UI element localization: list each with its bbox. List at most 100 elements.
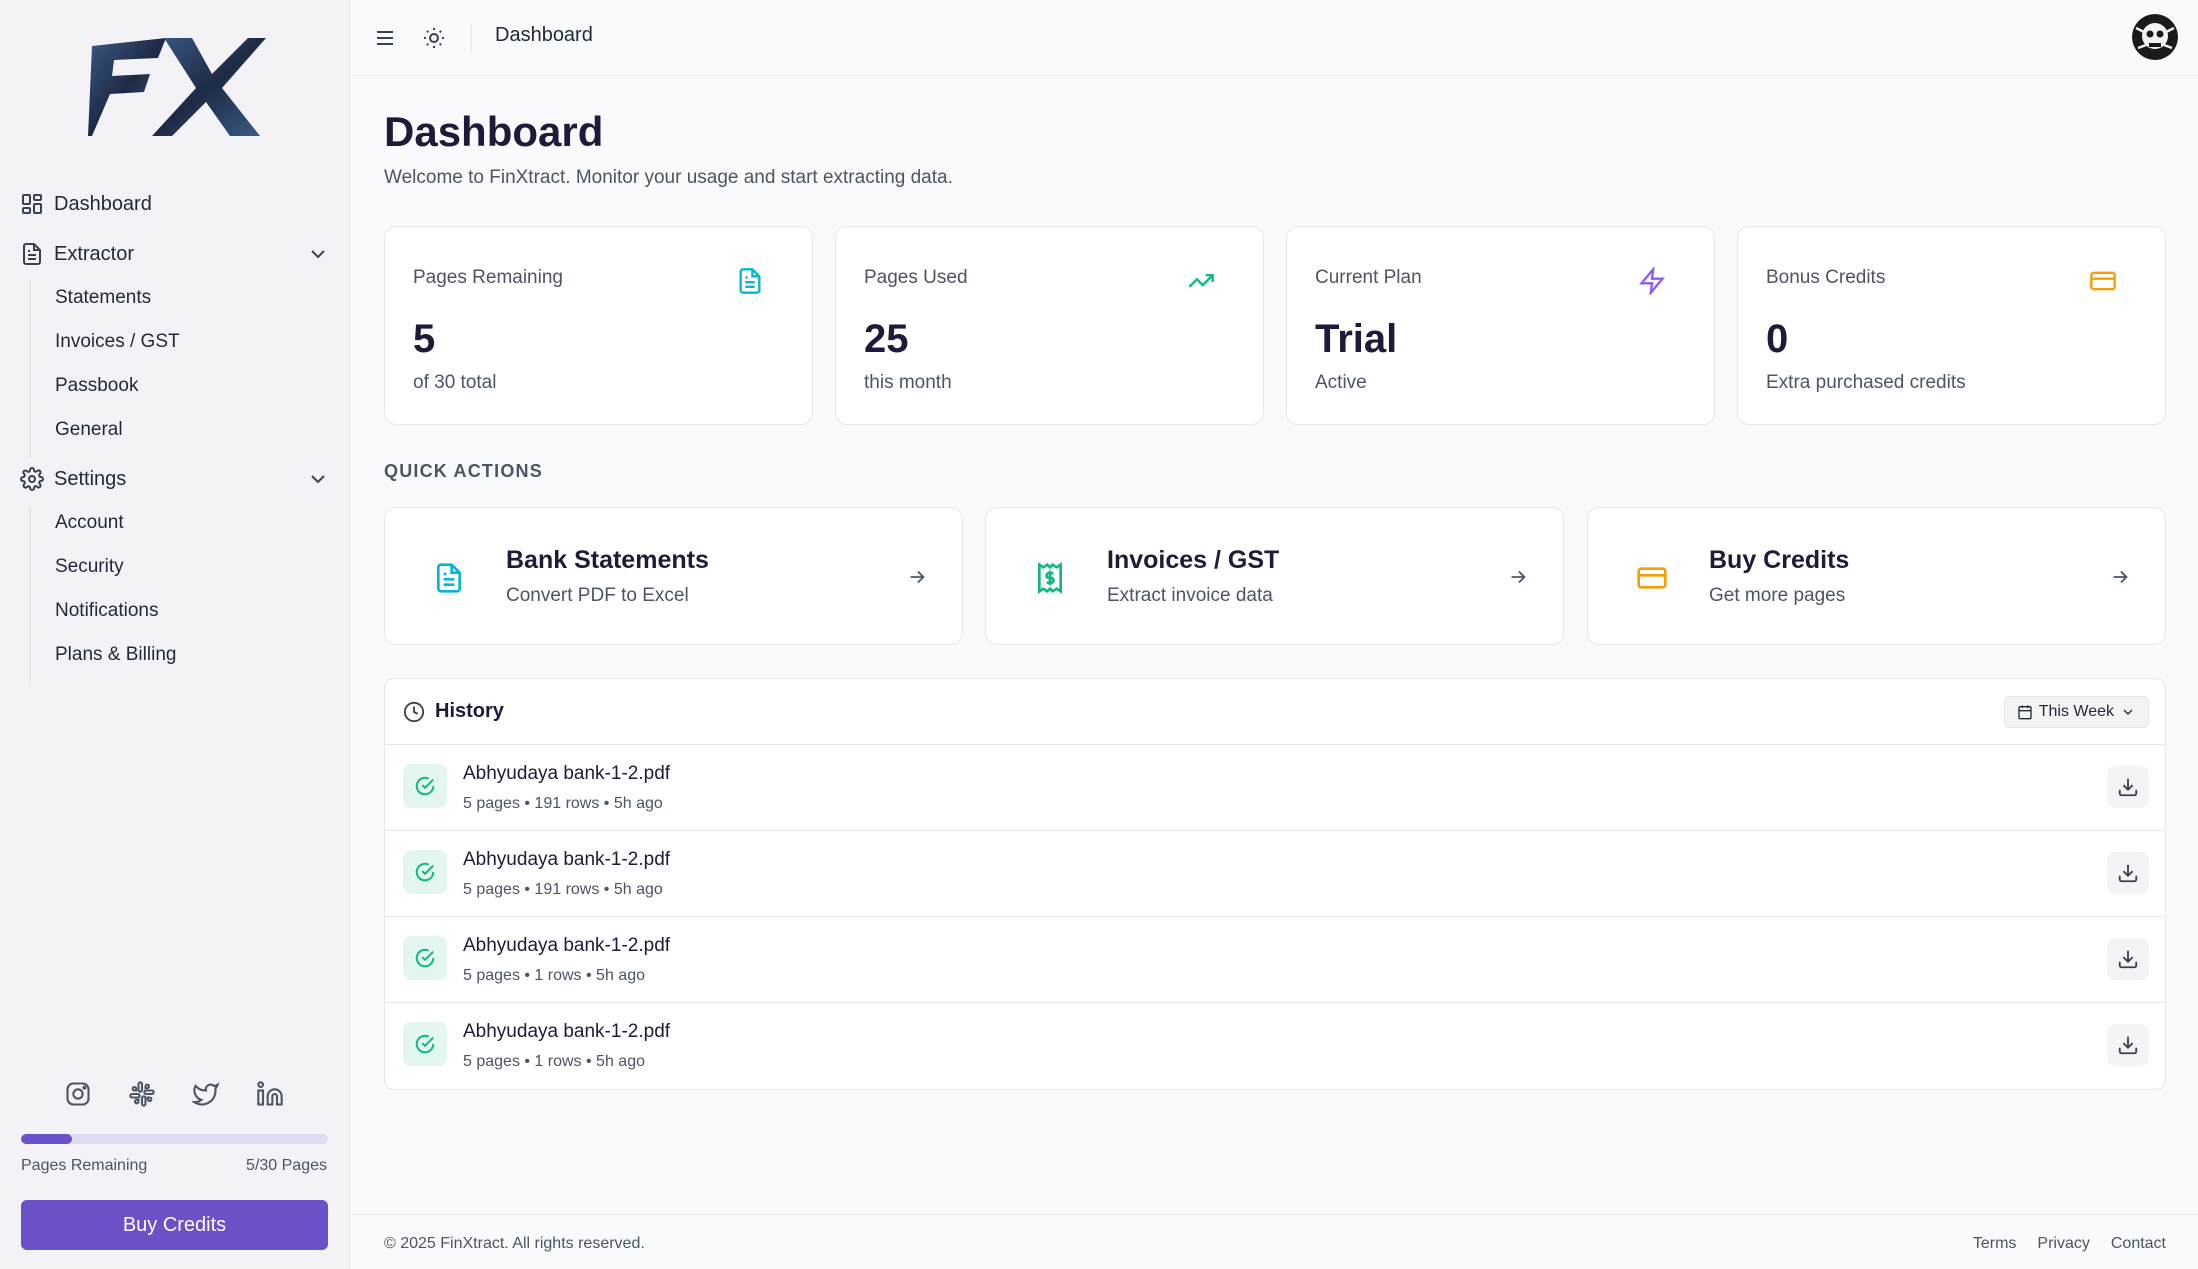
stat-value: Trial [1315, 317, 1398, 361]
stat-note: of 30 total [413, 372, 497, 393]
credit-card-icon [2089, 267, 2117, 295]
quick-action-buy-credits[interactable]: Buy Credits Get more pages [1587, 507, 2166, 645]
sidebar-item-account[interactable]: Account [55, 512, 124, 533]
sidebar-item-settings[interactable]: Settings [20, 463, 330, 495]
download-button[interactable] [2107, 1024, 2149, 1066]
history-title: History [435, 700, 504, 722]
menu-icon[interactable] [373, 26, 397, 50]
stat-label: Current Plan [1315, 267, 1422, 288]
sun-icon[interactable] [422, 26, 446, 50]
stat-value: 5 [413, 317, 436, 361]
lightning-icon [1638, 267, 1666, 295]
buy-credits-button[interactable]: Buy Credits [21, 1200, 328, 1250]
stat-card-current-plan: Current Plan Trial Active [1286, 226, 1715, 425]
sidebar-item-statements[interactable]: Statements [55, 287, 152, 308]
sidebar-item-invoices-gst[interactable]: Invoices / GST [55, 331, 180, 352]
stat-card-pages-remaining: Pages Remaining 5 of 30 total [384, 226, 813, 425]
usage-label: Pages Remaining [21, 1157, 148, 1174]
sidebar-item-notifications[interactable]: Notifications [55, 600, 159, 621]
quick-action-bank-statements[interactable]: Bank Statements Convert PDF to Excel [384, 507, 963, 645]
page-subtitle: Welcome to FinXtract. Monitor your usage… [384, 167, 953, 188]
date-filter-dropdown[interactable]: This Week [2003, 696, 2149, 728]
arrow-right-icon [2109, 566, 2131, 588]
sidebar-item-passbook[interactable]: Passbook [55, 375, 139, 396]
quick-action-title: Buy Credits [1709, 546, 1850, 574]
history-row[interactable]: Abhyudaya bank-1-2.pdf 5 pages • 191 row… [385, 831, 2165, 917]
progress-fill [21, 1134, 73, 1144]
file-text-icon [20, 242, 44, 266]
download-icon [2118, 1036, 2138, 1055]
topbar: Dashboard [351, 0, 2198, 76]
clock-icon [403, 701, 425, 723]
file-meta: 5 pages • 1 rows • 5h ago [463, 1053, 645, 1070]
calendar-icon [2017, 704, 2033, 720]
privacy-link[interactable]: Privacy [2037, 1235, 2090, 1252]
submenu-line [29, 505, 31, 683]
file-meta: 5 pages • 191 rows • 5h ago [463, 795, 663, 812]
sidebar-item-extractor[interactable]: Extractor [20, 238, 330, 270]
history-row[interactable]: Abhyudaya bank-1-2.pdf 5 pages • 191 row… [385, 745, 2165, 831]
twitter-icon[interactable] [192, 1080, 220, 1108]
history-row[interactable]: Abhyudaya bank-1-2.pdf 5 pages • 1 rows … [385, 1003, 2165, 1089]
chevron-down-icon[interactable] [306, 242, 330, 266]
stat-note: this month [864, 372, 952, 393]
quick-action-subtitle: Get more pages [1709, 585, 1846, 606]
quick-action-title: Bank Statements [506, 546, 709, 574]
stat-note: Extra purchased credits [1766, 372, 1966, 393]
terms-link[interactable]: Terms [1972, 1235, 2017, 1252]
date-filter-label: This Week [2038, 703, 2114, 720]
footer-links: Terms Privacy Contact [1973, 1235, 2166, 1253]
stat-value: 25 [864, 317, 909, 361]
file-name: Abhyudaya bank-1-2.pdf [463, 935, 671, 956]
document-icon [736, 267, 764, 295]
social-links [64, 1080, 284, 1108]
quick-action-subtitle: Convert PDF to Excel [506, 585, 689, 606]
file-name: Abhyudaya bank-1-2.pdf [463, 849, 671, 870]
history-row[interactable]: Abhyudaya bank-1-2.pdf 5 pages • 1 rows … [385, 917, 2165, 1003]
divider [471, 24, 472, 52]
download-button[interactable] [2107, 766, 2149, 808]
download-icon [2118, 778, 2138, 797]
document-icon [433, 562, 465, 594]
copyright: © 2025 FinXtract. All rights reserved. [384, 1235, 645, 1252]
download-button[interactable] [2107, 852, 2149, 894]
download-icon [2118, 950, 2138, 969]
contact-link[interactable]: Contact [2110, 1235, 2166, 1252]
trending-up-icon [1187, 267, 1215, 295]
check-circle-icon [403, 936, 447, 980]
fx-logo[interactable] [88, 36, 266, 138]
instagram-icon[interactable] [64, 1080, 92, 1108]
avatar[interactable] [2132, 14, 2178, 60]
page-title: Dashboard [384, 108, 604, 155]
file-meta: 5 pages • 1 rows • 5h ago [463, 967, 645, 984]
stat-card-pages-used: Pages Used 25 this month [835, 226, 1264, 425]
sidebar: Dashboard Extractor Statements Invoices … [0, 0, 350, 1269]
quick-action-invoices-gst[interactable]: Invoices / GST Extract invoice data [985, 507, 1564, 645]
chevron-down-icon[interactable] [306, 467, 330, 491]
breadcrumb: Dashboard [495, 24, 593, 46]
download-button[interactable] [2107, 938, 2149, 980]
stat-card-bonus-credits: Bonus Credits 0 Extra purchased credits [1737, 226, 2166, 425]
slack-icon[interactable] [128, 1080, 156, 1108]
stat-label: Bonus Credits [1766, 267, 1886, 288]
sidebar-item-dashboard[interactable]: Dashboard [20, 188, 330, 220]
section-heading: QUICK ACTIONS [384, 461, 543, 481]
sidebar-item-plans-billing[interactable]: Plans & Billing [55, 644, 177, 665]
submenu-line [29, 280, 31, 458]
file-name: Abhyudaya bank-1-2.pdf [463, 1021, 671, 1042]
sidebar-item-security[interactable]: Security [55, 556, 124, 577]
arrow-right-icon [1507, 566, 1529, 588]
stat-value: 0 [1766, 317, 1789, 361]
history-header: History This Week [385, 679, 2165, 745]
download-icon [2118, 864, 2138, 883]
sidebar-item-label: Extractor [54, 242, 135, 265]
quick-action-subtitle: Extract invoice data [1107, 585, 1273, 606]
quick-action-title: Invoices / GST [1107, 546, 1280, 574]
check-circle-icon [403, 764, 447, 808]
stat-note: Active [1315, 372, 1367, 393]
sidebar-item-general[interactable]: General [55, 419, 123, 440]
check-circle-icon [403, 850, 447, 894]
usage-count: 5/30 Pages [246, 1157, 327, 1174]
linkedin-icon[interactable] [256, 1080, 284, 1108]
receipt-icon [1034, 562, 1066, 594]
